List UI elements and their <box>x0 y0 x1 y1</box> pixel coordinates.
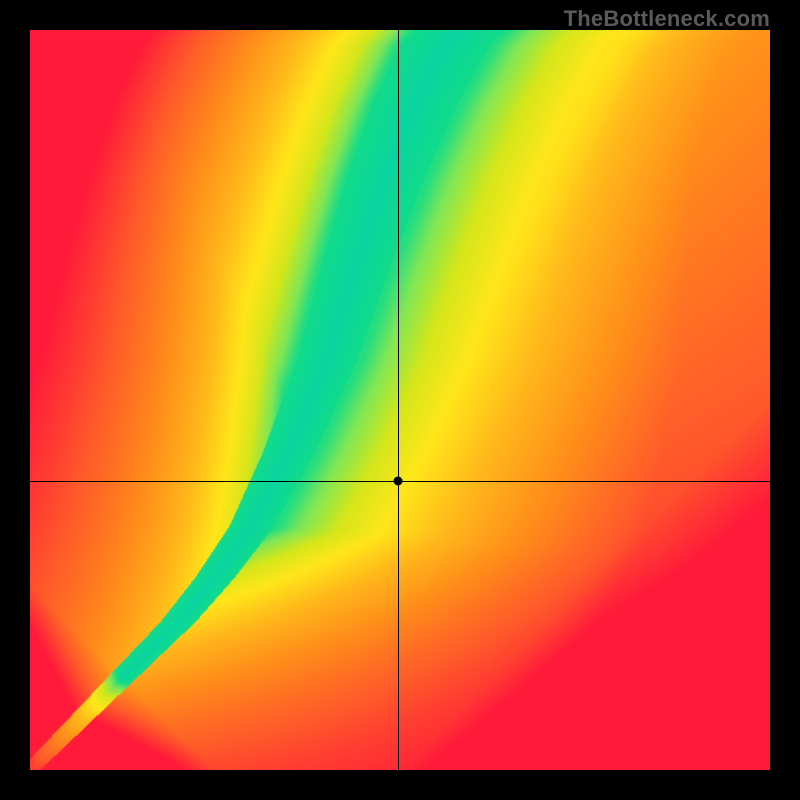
crosshair-vertical <box>398 30 399 770</box>
chart-container: TheBottleneck.com <box>0 0 800 800</box>
plot-area <box>30 30 770 770</box>
watermark-text: TheBottleneck.com <box>564 6 770 32</box>
heatmap-canvas <box>30 30 770 770</box>
marker-dot <box>393 477 402 486</box>
